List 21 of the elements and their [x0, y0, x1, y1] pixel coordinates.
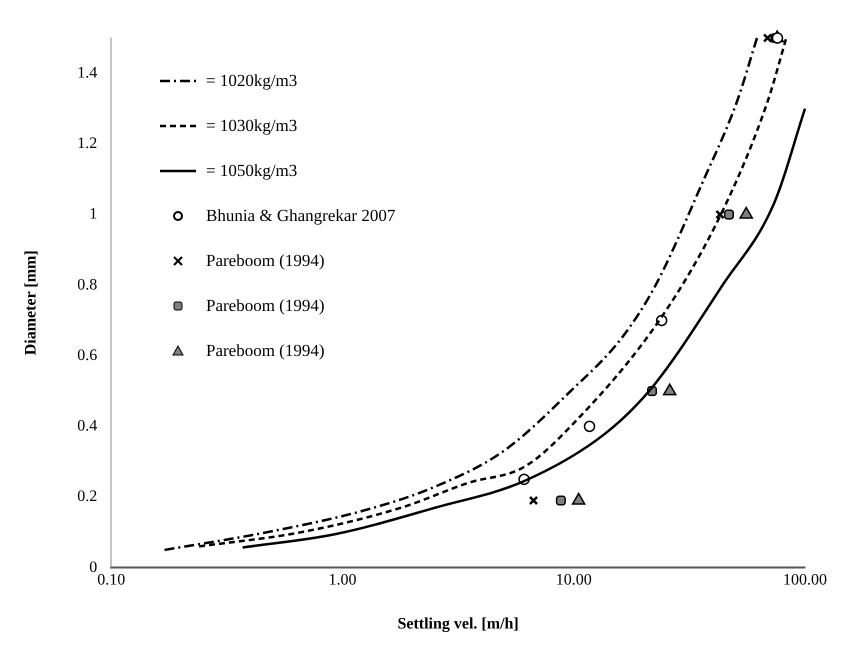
y-tick-label: 1.4 [77, 64, 98, 82]
legend-label: Bhunia & Ghangrekar 2007 [206, 206, 396, 226]
x-axis-title: Settling vel. [m/h] [397, 616, 519, 633]
y-tick-label: 0.8 [77, 276, 98, 294]
y-tick-label: 0.4 [77, 418, 98, 435]
x-tick-label: 1.00 [328, 571, 356, 588]
legend-label: = 1030kg/m3 [206, 116, 298, 136]
legend-label: Pareboom (1994) [206, 250, 325, 270]
legend-label: Pareboom (1994) [206, 340, 325, 360]
y-tick-label: 1 [89, 206, 98, 223]
y-tick-label: 1.2 [77, 135, 98, 152]
x-tick-label: 100.00 [783, 571, 827, 588]
y-tick-label: 0.2 [77, 488, 98, 506]
x-tick-label: 10.00 [556, 571, 592, 588]
x-tick-label: 0.10 [97, 571, 126, 588]
y-tick-label: 0.6 [77, 346, 98, 364]
legend-label: = 1050kg/m3 [206, 160, 298, 180]
legend-label: = 1020kg/m3 [206, 70, 298, 90]
y-axis-title: Diameter [mm] [22, 250, 40, 356]
legend-label: Pareboom (1994) [206, 296, 325, 316]
y-tick-label: 0 [89, 558, 98, 576]
